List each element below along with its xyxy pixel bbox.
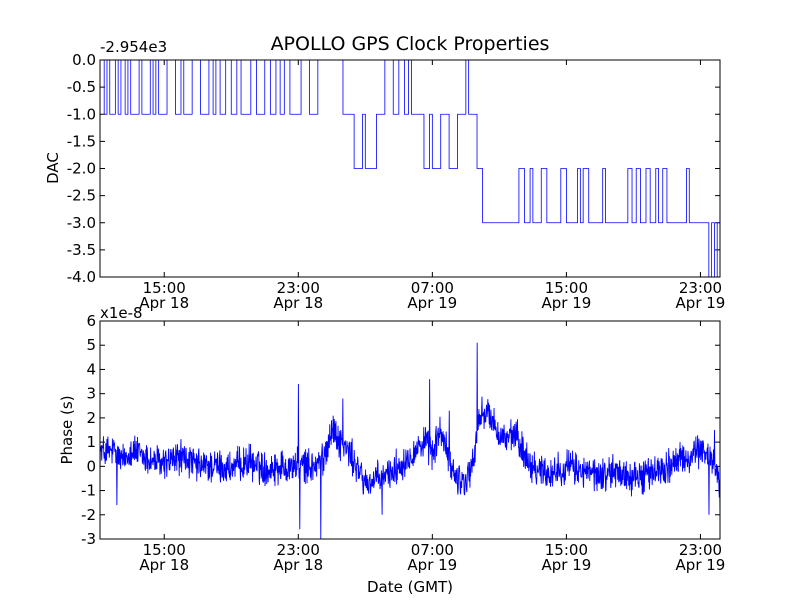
phase-xtick-time-label: 23:00 [277,541,320,559]
dac-ytick-label: -0.5 [67,78,96,96]
chart-title: APOLLO GPS Clock Properties [271,33,550,55]
phase-xtick-date-label: Apr 18 [139,556,189,574]
dac-xtick-date-label: Apr 18 [273,294,323,312]
dac-xtick-time-label: 15:00 [143,279,186,297]
phase-ytick-label: 2 [86,409,96,427]
dac-ytick-label: -2.5 [67,187,96,205]
dac-ytick-label: -3.5 [67,241,96,259]
dac-series-line [100,60,720,277]
phase-ytick-label: 1 [86,433,96,451]
dac-xtick-date-label: Apr 19 [541,294,591,312]
phase-ylabel: Phase (s) [58,395,76,464]
phase-xtick-time-label: 15:00 [143,541,186,559]
phase-ytick-label: -1 [81,482,96,500]
dac-panel: -2.954e3 DAC 0.0 -0.5 -1.0 -1.5 -2.0 -2.5 -3.0… [44,38,725,312]
phase-plot-frame [99,320,721,540]
phase-panel: x1e-8 Phase (s) Date (GMT) 6 5 4 3 2 1 0 -1 -2 -3… [58,304,725,596]
phase-xtick-date-label: Apr 19 [407,556,457,574]
dac-xtick-date-label: Apr 18 [139,294,189,312]
dac-xtick-date-label: Apr 19 [676,294,726,312]
dac-ytick-label: -1.5 [67,132,96,150]
phase-series-line [100,342,720,539]
dac-marks: 0.0 -0.5 -1.0 -1.5 -2.0 -2.5 -3.0 -3.5 -4.0 15:00… [67,51,726,312]
dac-offset-label: -2.954e3 [100,38,167,56]
phase-xtick-time-label: 15:00 [545,541,588,559]
dac-ytick-label: -2.0 [67,160,96,178]
phase-ytick-label: 4 [86,360,96,378]
phase-ytick-label: 5 [86,336,96,354]
dac-plot-frame [99,59,721,278]
phase-ytick-label: 6 [86,312,96,330]
phase-ytick-label: 0 [86,457,96,475]
phase-xtick-time-label: 23:00 [679,541,722,559]
dac-ytick-label: -3.0 [67,214,96,232]
dac-xtick-time-label: 23:00 [277,279,320,297]
dac-xtick-time-label: 23:00 [679,279,722,297]
dac-ylabel: DAC [44,152,62,184]
phase-xtick-date-label: Apr 18 [273,556,323,574]
phase-xtick-time-label: 07:00 [411,541,454,559]
dac-ytick-label: -4.0 [67,268,96,286]
phase-offset-label: x1e-8 [100,304,143,322]
dac-ytick-label: -1.0 [67,105,96,123]
dac-ytick-label: 0.0 [72,51,96,69]
dac-xtick-time-label: 15:00 [545,279,588,297]
phase-ytick-label: -3 [81,530,96,548]
phase-ytick-label: -2 [81,506,96,524]
phase-xlabel: Date (GMT) [367,578,453,596]
phase-xtick-date-label: Apr 19 [676,556,726,574]
dac-xtick-date-label: Apr 19 [407,294,457,312]
phase-ytick-label: 3 [86,385,96,403]
phase-xtick-date-label: Apr 19 [541,556,591,574]
dac-xtick-time-label: 07:00 [411,279,454,297]
